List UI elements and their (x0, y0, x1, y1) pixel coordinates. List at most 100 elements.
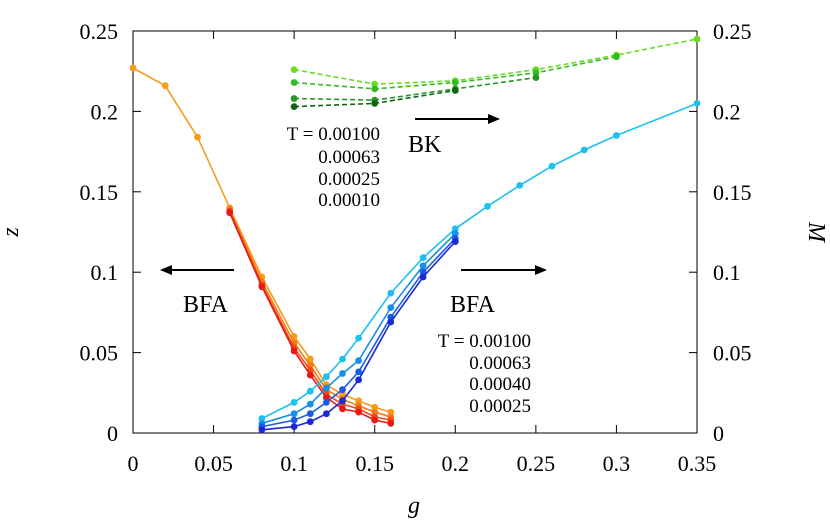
x-tick-label: 0 (128, 451, 139, 476)
data-point-z (371, 408, 379, 416)
data-point-M_bfa (451, 238, 459, 246)
series-line-z-1 (228, 209, 392, 418)
data-point-M_bfa (580, 146, 588, 154)
data-point-M_bfa (484, 202, 491, 210)
data-point-M_bfa (339, 386, 346, 393)
data-point-z (339, 391, 346, 398)
data-point-z (339, 405, 346, 413)
data-point-z (323, 394, 330, 401)
x-tick-label: 0.15 (355, 451, 394, 476)
data-point-M_bfa (355, 334, 362, 342)
bfa-temp-3: 0.00040 (469, 374, 531, 395)
bfa-temp-1: T = 0.00100 (438, 331, 531, 352)
data-point-M_bfa (451, 230, 459, 238)
data-point-z (355, 408, 362, 416)
bfa-temp-4: 0.00025 (469, 396, 531, 417)
data-point-M_bfa (419, 273, 427, 281)
data-point-M_bk (290, 66, 298, 73)
data-point-M_bfa (306, 418, 314, 426)
y-right-tick-label: 0 (713, 421, 724, 446)
data-point-M_bfa (323, 399, 330, 406)
data-point-M_bfa (306, 400, 314, 408)
bk-temperature-list: T = 0.00100 0.00063 0.00025 0.00010 (287, 124, 380, 211)
x-axis-label: g (408, 493, 420, 519)
data-point-M_bfa (323, 373, 330, 381)
y-axis-left-label: z (0, 227, 24, 238)
data-point-z (387, 408, 395, 416)
data-point-M_bk (290, 103, 298, 110)
data-point-M_bfa (290, 416, 298, 424)
data-point-M_bk (290, 95, 298, 102)
data-point-M_bfa (323, 410, 330, 418)
data-point-M_bfa (516, 182, 524, 189)
data-point-M_bfa (613, 132, 620, 139)
data-point-M_bk (532, 74, 540, 81)
y-left-tick-label: 0.05 (80, 341, 119, 366)
data-point-z (226, 209, 234, 217)
y-right-tick-label: 0.15 (713, 180, 752, 205)
series-line-M_bfa-5 (261, 233, 456, 425)
data-point-z (306, 355, 314, 363)
arrow-bfa-left-head (160, 265, 172, 275)
series-line-z-0 (132, 67, 392, 413)
data-point-M_bk (532, 69, 540, 77)
bk-temp-3: 0.00025 (318, 169, 380, 190)
data-point-M_bfa (355, 368, 362, 376)
x-tick-label: 0.05 (194, 451, 233, 476)
data-point-z (387, 420, 395, 427)
data-point-M_bfa (339, 370, 346, 377)
data-point-M_bfa (451, 225, 459, 233)
data-point-M_bk (693, 35, 701, 43)
data-point-M_bfa (339, 397, 346, 405)
y-right-tick-label: 0.05 (713, 341, 752, 366)
arrow-bk-head (488, 114, 500, 124)
axis-ticks: 0 0.05 0.1 0.15 0.2 0.25 0.3 0.35 0 0.05 0.1 0.15 0.… (80, 19, 752, 476)
y-right-tick-label: 0.1 (713, 260, 741, 285)
x-tick-label: 0.3 (603, 451, 631, 476)
annotation-bfa-right: BFA (450, 292, 496, 318)
data-point-M_bk (290, 79, 298, 86)
data-point-z (306, 371, 314, 379)
data-point-M_bk (371, 80, 379, 88)
x-tick-label: 0.25 (517, 451, 556, 476)
data-point-M_bk (371, 100, 379, 107)
arrow-bfa-right-head (535, 265, 547, 275)
data-point-M_bfa (419, 262, 427, 270)
data-point-z (371, 403, 379, 411)
bk-temp-2: 0.00063 (318, 147, 380, 168)
data-point-M_bk (613, 53, 620, 61)
y-right-tick-label: 0.2 (713, 99, 741, 124)
data-point-M_bfa (355, 376, 362, 384)
bfa-temp-2: 0.00063 (469, 353, 531, 374)
data-point-M_bfa (290, 399, 298, 406)
series-line-M_bk-10 (294, 76, 537, 101)
data-point-M_bfa (306, 387, 314, 395)
annotation-bfa-left: BFA (183, 292, 229, 318)
y-left-tick-label: 0.2 (91, 99, 119, 124)
annotation-bk: BK (408, 132, 442, 158)
plot-frame (132, 30, 698, 434)
y-right-tick-label: 0.25 (713, 19, 752, 44)
series-layer (129, 35, 701, 434)
data-point-M_bfa (306, 410, 314, 418)
data-point-z (161, 82, 169, 90)
x-tick-label: 0.1 (280, 451, 308, 476)
data-point-z (355, 397, 362, 405)
data-point-M_bfa (693, 100, 701, 107)
bk-temp-4: 0.00010 (318, 190, 380, 211)
data-point-M_bfa (387, 304, 395, 311)
data-point-M_bk (451, 79, 459, 86)
series-line-M_bk-8 (293, 38, 698, 85)
y-left-tick-label: 0.1 (91, 260, 119, 285)
y-left-tick-label: 0 (107, 421, 118, 446)
data-point-z (194, 133, 201, 141)
y-axis-right-label: M (803, 221, 829, 244)
bfa-temperature-list: T = 0.00100 0.00063 0.00040 0.00025 (438, 331, 531, 417)
y-left-tick-label: 0.15 (80, 180, 119, 205)
data-point-M_bk (371, 85, 379, 93)
data-point-M_bfa (419, 268, 427, 276)
y-left-tick-label: 0.25 (80, 19, 119, 44)
data-point-M_bfa (355, 357, 362, 364)
data-point-M_bfa (339, 355, 346, 363)
